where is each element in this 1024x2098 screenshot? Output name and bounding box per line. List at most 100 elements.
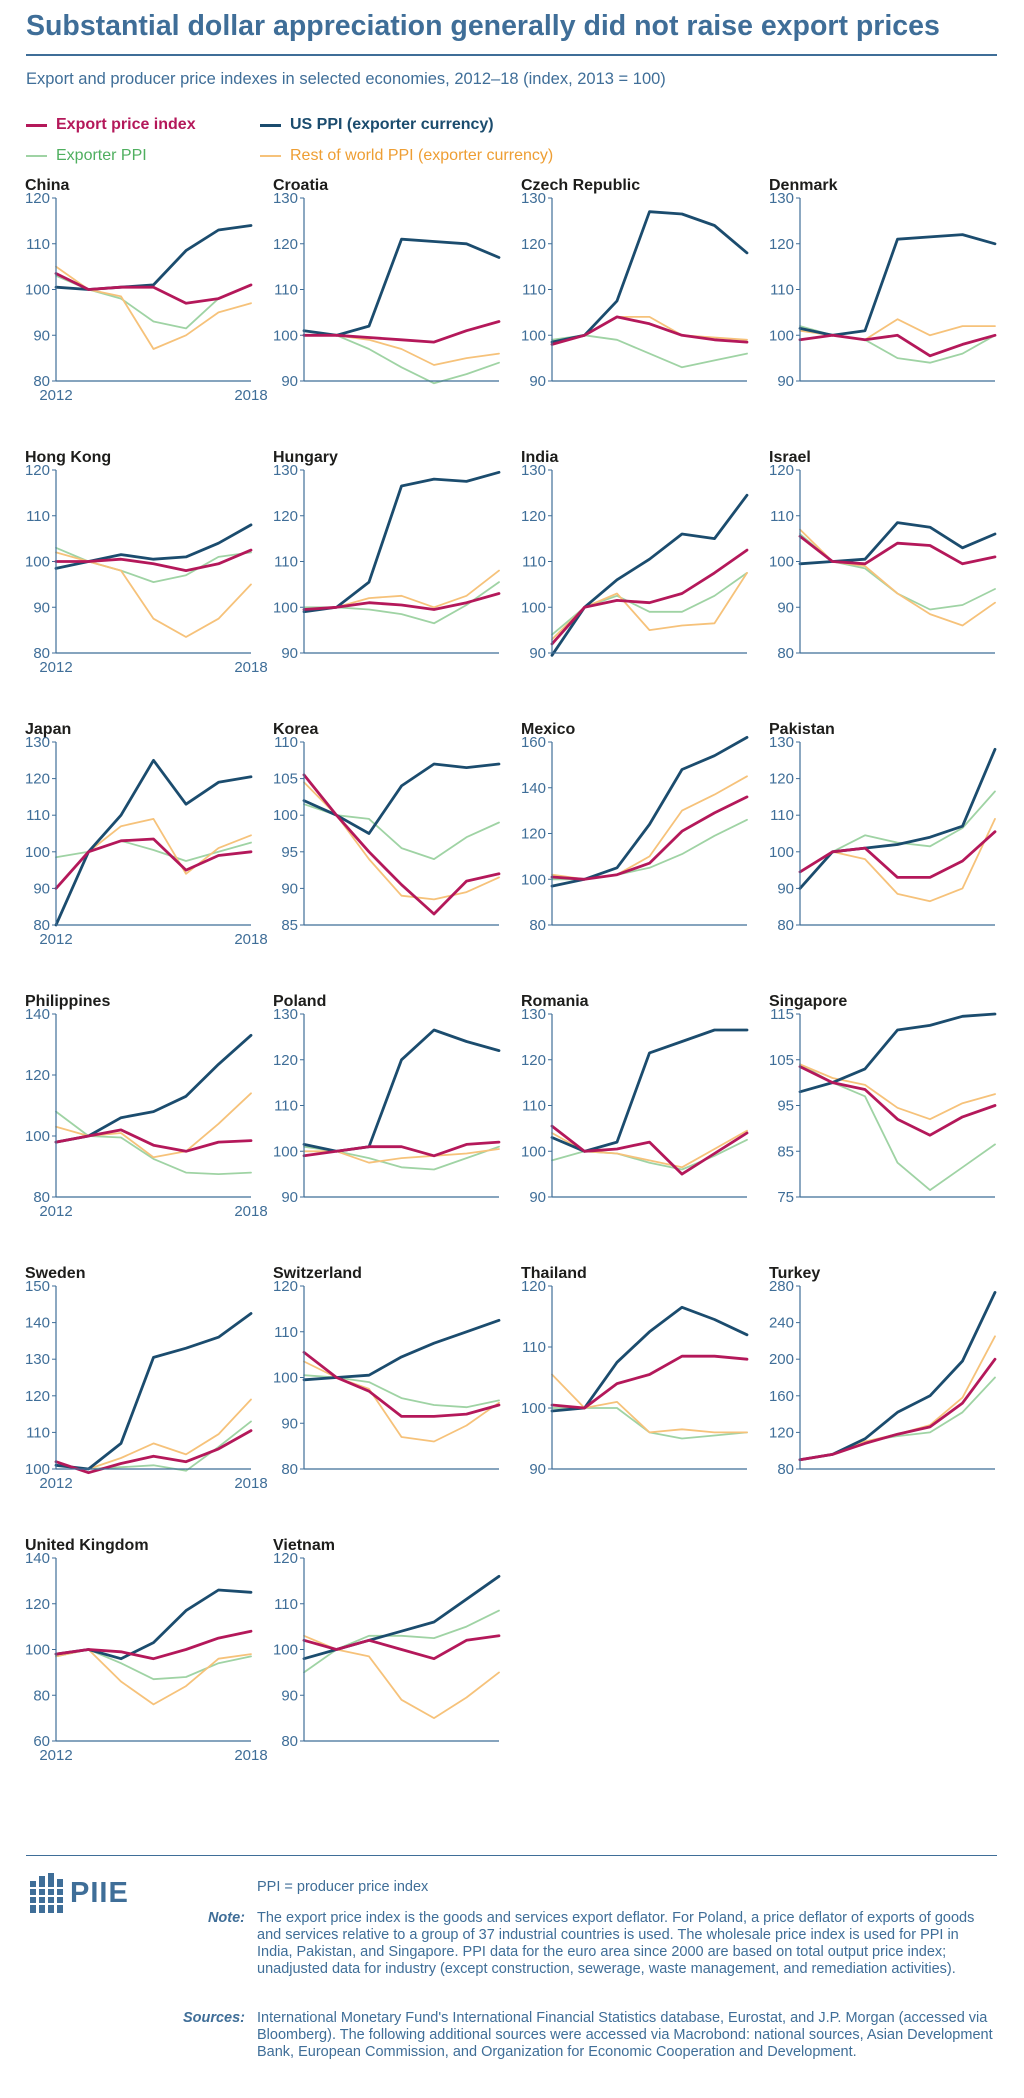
series-line-export-price-index [798,1065,997,1137]
y-tick-label: 90 [777,880,794,897]
chart-title-pakistan: Pakistan [769,721,835,738]
y-tick-label: 120 [769,771,794,788]
series-line-export-price-index [302,1140,501,1158]
y-tick-label: 90 [281,645,298,662]
y-tick-label: 130 [25,1351,50,1368]
title-divider [26,54,997,56]
chart-pakistan: Pakistan 80 90 100 110 120 130 [769,721,997,934]
y-tick-label: 120 [25,1067,50,1084]
y-tick-label: 120 [521,1278,546,1295]
series-line-us-ppi-exporter-currency [550,1028,749,1153]
y-tick-label: 120 [769,1424,794,1441]
y-tick-label: 130 [769,734,794,751]
y-tick-label: 150 [25,1278,50,1295]
chart-singapore: Singapore 75 85 95 105 115 [769,993,997,1206]
y-tick-label: 95 [281,844,298,861]
chart-title-hong-kong: Hong Kong [25,449,111,466]
y-tick-label: 90 [529,1461,546,1478]
chart-philippines: Philippines 80 100 120 140 2012 2018 [25,993,268,1220]
y-tick-label: 110 [26,508,50,525]
series-line-us-ppi-exporter-currency [302,237,501,337]
y-tick-label: 130 [273,462,298,479]
y-tick-label: 130 [521,190,546,207]
y-tick-label: 100 [25,282,50,299]
chart-title-japan: Japan [25,721,71,738]
y-tick-label: 130 [769,190,794,207]
piie-logo-icon [30,1873,63,1913]
series-line-export-price-index [798,534,997,566]
series-line-export-price-index [798,1357,997,1462]
series-line-rest-of-world-ppi-exporter-currency [55,1092,252,1159]
y-tick-label: 90 [33,880,50,897]
series-line-export-price-index [54,837,253,890]
y-tick-label: 80 [777,1461,794,1478]
series-line-export-price-index [798,333,997,358]
y-tick-label: 90 [529,1189,546,1206]
y-tick-label: 90 [777,373,794,390]
series-line-us-ppi-exporter-currency [302,1028,501,1153]
y-tick-label: 160 [769,1388,794,1405]
y-tick-label: 110 [274,734,298,751]
series-line-us-ppi-exporter-currency [54,1588,253,1661]
series-line-export-price-index [302,592,501,611]
logo-wordmark: PIIE [70,1876,129,1909]
series-line-rest-of-world-ppi-exporter-currency [55,1398,252,1470]
y-tick-label: 85 [281,917,298,934]
chart-title-mexico: Mexico [521,721,575,738]
ppi-footnote: PPI = producer price index [257,1879,429,1895]
legend-swatch-export-price-index [26,123,47,127]
y-tick-label: 110 [26,807,50,824]
series-line-rest-of-world-ppi-exporter-currency [799,1063,996,1121]
y-tick-label: 120 [273,236,298,253]
legend-swatch-us-ppi [260,123,281,127]
series-line-export-price-index [54,1429,253,1475]
y-tick-label: 280 [769,1278,794,1295]
y-tick-label: 120 [521,1052,546,1069]
y-tick-label: 110 [274,1324,298,1341]
chart-title-korea: Korea [273,721,318,738]
legend-swatch-exporter-ppi [26,155,47,157]
y-tick-label: 110 [274,1098,298,1115]
chart-title-china: China [25,177,70,194]
y-tick-label: 110 [274,1596,298,1613]
y-tick-label: 100 [769,327,794,344]
y-tick-label: 80 [33,1189,50,1206]
y-tick-label: 90 [281,1415,298,1432]
y-tick-label: 100 [273,1143,298,1160]
y-tick-label: 140 [25,1315,50,1332]
y-tick-label: 80 [33,645,50,662]
x-tick-label-end: 2018 [234,1475,267,1492]
y-tick-label: 80 [281,1461,298,1478]
chart-vietnam: Vietnam 80 90 100 110 120 [273,1537,501,1750]
y-tick-label: 200 [769,1351,794,1368]
chart-title-sweden: Sweden [25,1265,85,1282]
chart-mexico: Mexico 80 100 120 140 160 [521,721,749,934]
note-text: The export price index is the goods and … [257,1910,975,1977]
series-line-us-ppi-exporter-currency [302,1318,501,1382]
y-tick-label: 105 [769,1052,794,1069]
chart-title-hungary: Hungary [273,449,338,466]
chart-croatia: Croatia 90 100 110 120 130 [273,177,501,390]
x-tick-label-start: 2012 [39,931,72,948]
y-tick-label: 130 [273,190,298,207]
chart-sweden: Sweden 100 110 120 130 140 150 2012 2018 [25,1265,268,1492]
y-tick-label: 75 [777,1189,794,1206]
chart-switzerland: Switzerland 80 90 100 110 120 [273,1265,501,1478]
chart-title-romania: Romania [521,993,589,1010]
legend-entry-us-ppi: US PPI (exporter currency) [260,116,494,134]
y-tick-label: 160 [521,734,546,751]
chart-hong-kong: Hong Kong 80 90 100 110 120 2012 2018 [25,449,268,676]
y-tick-label: 80 [33,1687,50,1704]
y-tick-label: 100 [273,599,298,616]
y-tick-label: 100 [521,871,546,888]
x-tick-label-end: 2018 [234,1747,267,1764]
y-tick-label: 120 [25,1388,50,1405]
y-tick-label: 80 [33,917,50,934]
y-tick-label: 110 [770,807,794,824]
x-tick-label-end: 2018 [234,387,267,404]
chart-title-switzerland: Switzerland [273,1265,362,1282]
series-line-exporter-ppi [551,1407,748,1440]
chart-denmark: Denmark 90 100 110 120 130 [769,177,997,390]
y-tick-label: 140 [25,1550,50,1567]
x-tick-label-start: 2012 [39,387,72,404]
